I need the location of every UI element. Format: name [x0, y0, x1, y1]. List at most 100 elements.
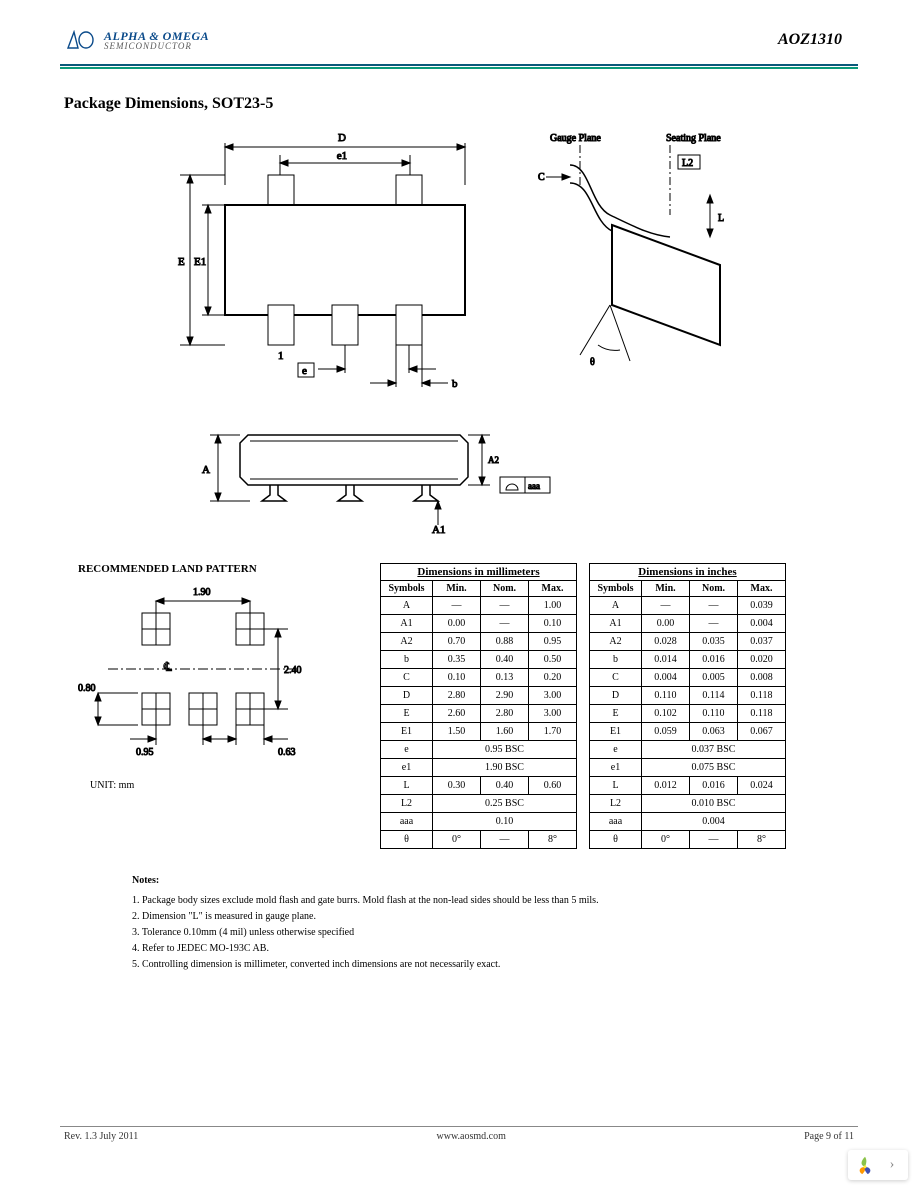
- table-cell: 0.039: [738, 597, 786, 615]
- table-cell: 1.00: [529, 597, 577, 615]
- table-cell: 2.80: [433, 687, 481, 705]
- table-cell: A: [590, 597, 642, 615]
- page-footer: Rev. 1.3 July 2011 www.aosmd.com Page 9 …: [60, 1126, 858, 1142]
- notes-heading: Notes:: [132, 873, 858, 889]
- table-cell: 1.90 BSC: [433, 759, 577, 777]
- label-E: E: [178, 256, 185, 268]
- table-cell: 0.005: [690, 669, 738, 687]
- table-cell: 0.10: [433, 813, 577, 831]
- company-name-top: ALPHA & OMEGA: [104, 30, 209, 42]
- table-title: Dimensions in millimeters: [381, 564, 577, 581]
- table-cell: —: [481, 831, 529, 849]
- label-A1: A1: [432, 524, 445, 535]
- table-cell: 0.102: [642, 705, 690, 723]
- table-cell: 0.20: [529, 669, 577, 687]
- unit-label: UNIT: mm: [90, 780, 360, 791]
- table-cell: 0.110: [690, 705, 738, 723]
- table-cell: 0.075 BSC: [642, 759, 786, 777]
- table-cell: —: [433, 597, 481, 615]
- table-cell: 0.014: [642, 651, 690, 669]
- table-cell: D: [381, 687, 433, 705]
- table-cell: e: [590, 741, 642, 759]
- label-L2: L2: [682, 158, 693, 169]
- table-cell: 1.50: [433, 723, 481, 741]
- part-number: AOZ1310: [778, 31, 852, 49]
- table-cell: 0°: [433, 831, 481, 849]
- table-cell: 2.80: [481, 705, 529, 723]
- table-cell: 0.016: [690, 651, 738, 669]
- company-logo: ALPHA & OMEGA SEMICONDUCTOR: [66, 30, 209, 51]
- table-cell: 0.037: [738, 633, 786, 651]
- page: ALPHA & OMEGA SEMICONDUCTOR AOZ1310 Pack…: [60, 18, 858, 1148]
- label-L: L: [718, 213, 724, 224]
- table-cell: 0.028: [642, 633, 690, 651]
- table-cell: 0.004: [738, 615, 786, 633]
- table-in: Dimensions in inchesSymbolsMin.Nom.Max.A…: [589, 563, 786, 849]
- centerline-label: ℄: [163, 660, 172, 674]
- table-cell: E1: [381, 723, 433, 741]
- table-cell: e: [381, 741, 433, 759]
- table-cell: L: [381, 777, 433, 795]
- table-cell: —: [690, 615, 738, 633]
- table-cell: 0.037 BSC: [642, 741, 786, 759]
- table-cell: 1.70: [529, 723, 577, 741]
- dim-0-80: 0.80: [78, 683, 96, 694]
- chevron-right-icon[interactable]: ›: [882, 1155, 902, 1175]
- table-cell: 0.067: [738, 723, 786, 741]
- table-cell: A2: [590, 633, 642, 651]
- header: ALPHA & OMEGA SEMICONDUCTOR AOZ1310: [60, 18, 858, 62]
- table-cell: 0.40: [481, 651, 529, 669]
- table-cell: E: [381, 705, 433, 723]
- table-cell: 0°: [642, 831, 690, 849]
- label-theta: θ: [590, 357, 595, 368]
- table-cell: 0.10: [433, 669, 481, 687]
- table-title: Dimensions in inches: [590, 564, 786, 581]
- table-col-header: Max.: [738, 581, 786, 597]
- table-cell: —: [642, 597, 690, 615]
- table-cell: θ: [381, 831, 433, 849]
- label-A: A: [202, 464, 210, 476]
- table-cell: 1.60: [481, 723, 529, 741]
- table-cell: 0.035: [690, 633, 738, 651]
- label-seating-plane: Seating Plane: [666, 133, 721, 144]
- company-name-bottom: SEMICONDUCTOR: [104, 42, 209, 51]
- table-cell: 0.95: [529, 633, 577, 651]
- table-mm: Dimensions in millimetersSymbolsMin.Nom.…: [380, 563, 577, 849]
- table-cell: aaa: [590, 813, 642, 831]
- table-cell: 0.50: [529, 651, 577, 669]
- leaf-icon: [854, 1154, 876, 1176]
- table-cell: 2.60: [433, 705, 481, 723]
- table-col-header: Max.: [529, 581, 577, 597]
- table-cell: D: [590, 687, 642, 705]
- table-cell: b: [590, 651, 642, 669]
- table-cell: A1: [381, 615, 433, 633]
- table-cell: 2.90: [481, 687, 529, 705]
- table-cell: 0.40: [481, 777, 529, 795]
- table-cell: 0.063: [690, 723, 738, 741]
- table-cell: C: [381, 669, 433, 687]
- table-col-header: Symbols: [590, 581, 642, 597]
- label-e1: e1: [337, 150, 347, 162]
- table-cell: —: [481, 597, 529, 615]
- table-cell: aaa: [381, 813, 433, 831]
- table-cell: θ: [590, 831, 642, 849]
- dimension-tables: Dimensions in millimetersSymbolsMin.Nom.…: [380, 563, 786, 849]
- label-A2: A2: [488, 455, 499, 465]
- table-cell: b: [381, 651, 433, 669]
- note-item: 4. Refer to JEDEC MO-193C AB.: [132, 941, 858, 957]
- table-col-header: Nom.: [481, 581, 529, 597]
- table-cell: E: [590, 705, 642, 723]
- dim-0-95: 0.95: [136, 747, 154, 758]
- table-cell: 0.010 BSC: [642, 795, 786, 813]
- top-view-drawing: D e1: [170, 125, 490, 395]
- table-cell: A1: [590, 615, 642, 633]
- table-cell: 0.35: [433, 651, 481, 669]
- viewer-widget[interactable]: ›: [848, 1150, 908, 1180]
- table-cell: —: [690, 831, 738, 849]
- table-cell: E1: [590, 723, 642, 741]
- section-title: Package Dimensions, SOT23-5: [64, 95, 858, 113]
- footer-rev: Rev. 1.3 July 2011: [64, 1131, 138, 1142]
- table-col-header: Symbols: [381, 581, 433, 597]
- label-C: C: [538, 172, 545, 183]
- table-cell: 0.30: [433, 777, 481, 795]
